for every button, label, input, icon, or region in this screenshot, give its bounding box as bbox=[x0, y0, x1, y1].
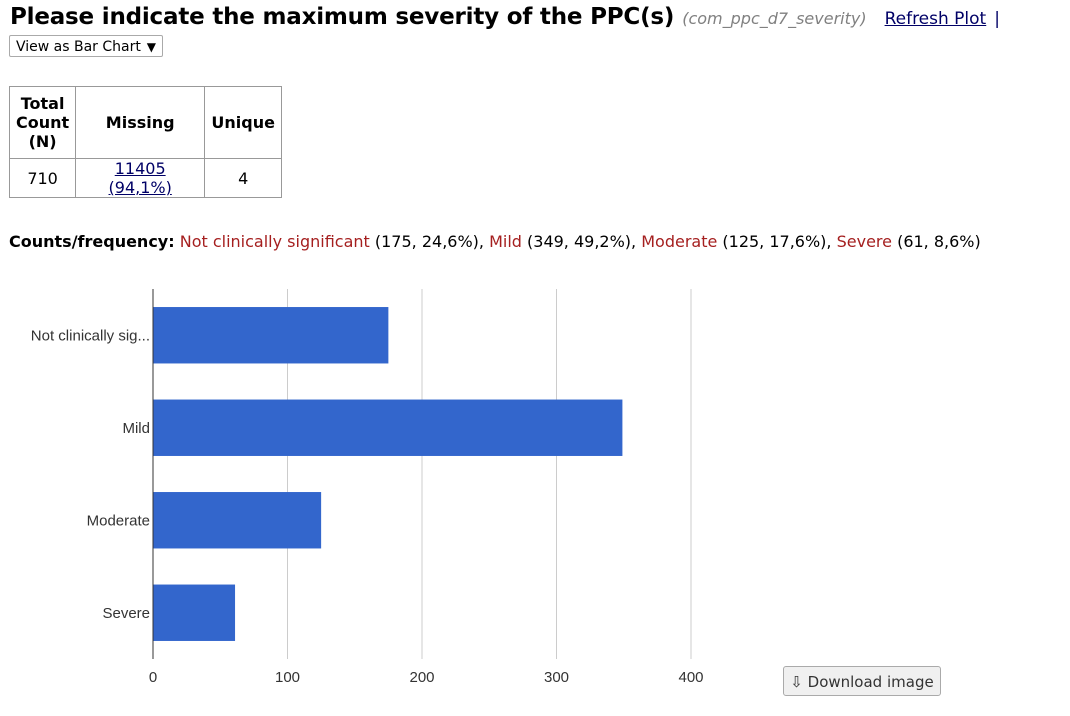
separator: | bbox=[994, 9, 1000, 29]
bar-chart: 0 100 200 300 400 Not clinically sig... Mild Mo… bbox=[31, 289, 704, 686]
freq-category: Moderate bbox=[641, 232, 718, 251]
total-count-value: 710 bbox=[8, 158, 77, 198]
missing-cell: 11405 (94,1%) bbox=[75, 158, 206, 198]
x-tick-label: 300 bbox=[544, 669, 569, 686]
stats-table: Total Count (N) Missing Unique 710 11405… bbox=[8, 86, 283, 198]
download-icon: ⇩ bbox=[790, 673, 803, 691]
x-tick-label: 200 bbox=[409, 669, 434, 686]
freq-detail: (349, 49,2%), bbox=[521, 232, 642, 251]
x-tick-label: 400 bbox=[678, 669, 703, 686]
freq-category: Mild bbox=[489, 232, 522, 251]
counts-frequency-label: Counts/frequency: bbox=[9, 232, 175, 251]
download-label: Download image bbox=[807, 673, 934, 691]
freq-detail: (61, 8,6%) bbox=[891, 232, 981, 251]
view-type-value: View as Bar Chart bbox=[16, 39, 141, 55]
header-missing: Missing bbox=[75, 86, 206, 159]
header-total-count: Total Count (N) bbox=[8, 86, 77, 159]
download-image-button[interactable]: ⇩ Download image bbox=[783, 666, 941, 696]
freq-detail: (125, 17,6%), bbox=[717, 232, 837, 251]
missing-value-link[interactable]: 11405 (94,1%) bbox=[108, 159, 172, 197]
header: Please indicate the maximum severity of … bbox=[10, 4, 1000, 30]
freq-category: Severe bbox=[836, 232, 892, 251]
y-category-label: Mild bbox=[122, 420, 150, 437]
freq-detail: (175, 24,6%), bbox=[369, 232, 490, 251]
counts-frequency: Counts/frequency: Not clinically signifi… bbox=[9, 232, 981, 251]
variable-name: (com_ppc_d7_severity) bbox=[682, 9, 867, 28]
bar bbox=[153, 307, 389, 364]
view-type-select[interactable]: View as Bar Chart ▼ bbox=[9, 35, 163, 57]
bar bbox=[153, 492, 322, 549]
y-category-label: Severe bbox=[102, 605, 150, 622]
freq-category: Not clinically significant bbox=[179, 232, 370, 251]
chevron-down-icon: ▼ bbox=[146, 40, 156, 54]
bar bbox=[153, 584, 236, 641]
refresh-plot-link[interactable]: Refresh Plot bbox=[884, 9, 987, 29]
header-unique: Unique bbox=[204, 86, 283, 159]
x-tick-label: 0 bbox=[149, 669, 157, 686]
x-tick-label: 100 bbox=[275, 669, 300, 686]
unique-value: 4 bbox=[204, 158, 283, 198]
y-category-label: Moderate bbox=[87, 512, 150, 529]
y-category-label: Not clinically sig... bbox=[31, 327, 150, 344]
page-title: Please indicate the maximum severity of … bbox=[10, 4, 675, 30]
bar bbox=[153, 399, 623, 456]
